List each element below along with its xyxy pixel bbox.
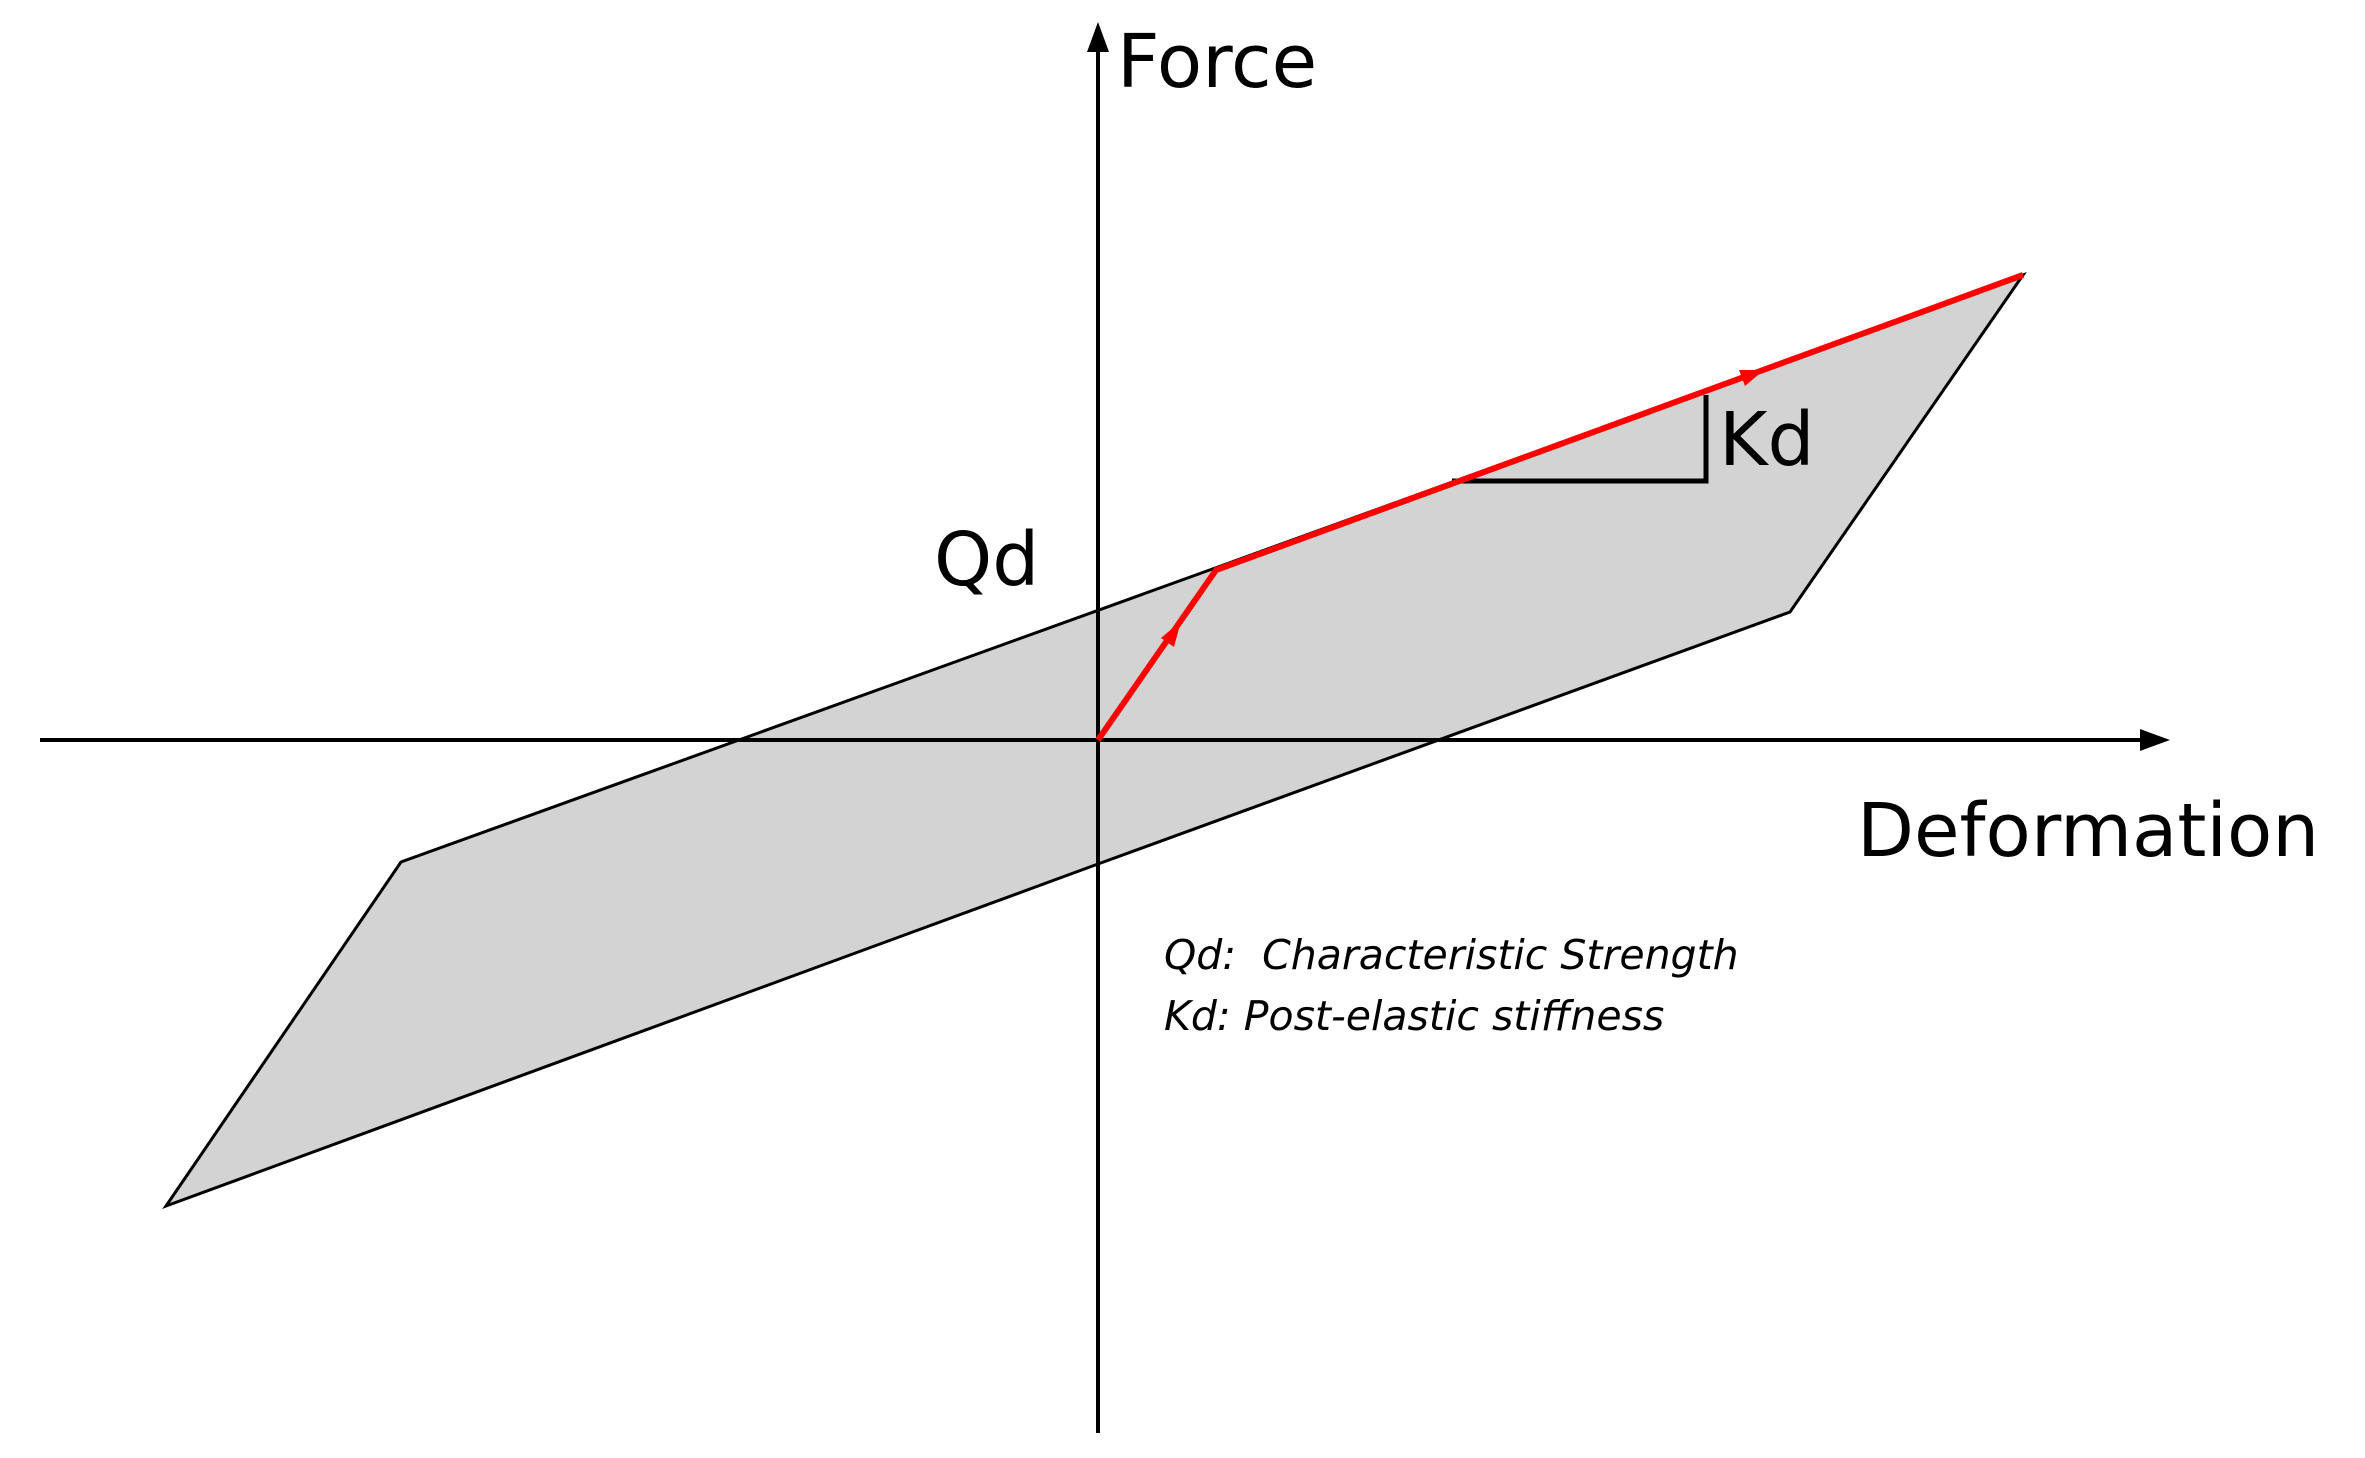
x-axis-label: Deformation [1857,788,2319,874]
legend-qd-definition: Qd: Characteristic Strength [1164,931,1739,979]
x-axis-arrowhead [2140,729,2170,751]
loading-arrow-post-elastic [1739,370,1764,386]
loading-arrow-elastic [1161,621,1181,647]
kd-label: Kd [1719,397,1815,483]
y-axis-label: Force [1117,19,1317,105]
legend-kd-definition: Kd: Post-elastic stiffness [1164,992,1664,1040]
qd-label: Qd [934,517,1039,603]
kd-slope-triangle [1452,395,1709,484]
y-axis-arrowhead [1087,22,1109,52]
